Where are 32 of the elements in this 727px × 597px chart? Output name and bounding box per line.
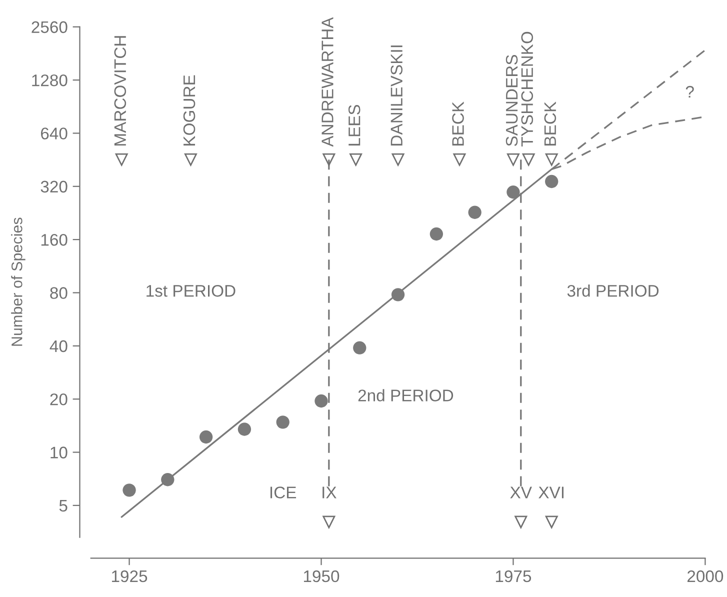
- annotation: 2nd PERIOD: [358, 389, 454, 402]
- annotation: ?: [686, 86, 694, 98]
- annotation: SAUNDERS: [506, 54, 518, 146]
- annotation: XV: [510, 486, 532, 498]
- annotation: ANDREWARTHA: [322, 17, 334, 147]
- y-tick-label: 80: [50, 287, 68, 299]
- y-tick-label: 40: [50, 340, 68, 352]
- y-tick-label: 20: [50, 393, 68, 406]
- y-tick-label: 640: [41, 128, 68, 140]
- x-tick-label: 1950: [304, 570, 340, 582]
- annotation: LEES: [348, 104, 360, 146]
- y-tick-label: 5: [59, 500, 68, 512]
- y-tick-label: 320: [40, 180, 68, 193]
- annotation: BECK: [544, 102, 556, 146]
- x-tick-label: 2000: [687, 570, 724, 582]
- y-tick-label: 2560: [32, 21, 68, 34]
- annotation: TYSHCHENKO: [521, 32, 534, 146]
- y-tick-label: 10: [50, 446, 68, 458]
- x-tick-label: 1975: [496, 570, 532, 582]
- annotation: ICE: [270, 486, 296, 498]
- y-tick-label: 160: [41, 234, 68, 246]
- x-tick-label: 1925: [112, 570, 148, 582]
- y-tick-label: 1280: [32, 74, 68, 86]
- y-axis-title: Number of Species: [11, 218, 26, 346]
- annotation: 3rd PERIOD: [567, 284, 659, 297]
- annotation: MARCOVITCH: [114, 36, 126, 146]
- annotation: XVI: [538, 486, 564, 498]
- annotation: BECK: [452, 102, 464, 146]
- annotation: KOGURE: [183, 75, 196, 146]
- annotation: DANILEVSKII: [390, 46, 403, 146]
- annotation: 1st PERIOD: [146, 284, 236, 297]
- annotation: IX: [322, 486, 336, 498]
